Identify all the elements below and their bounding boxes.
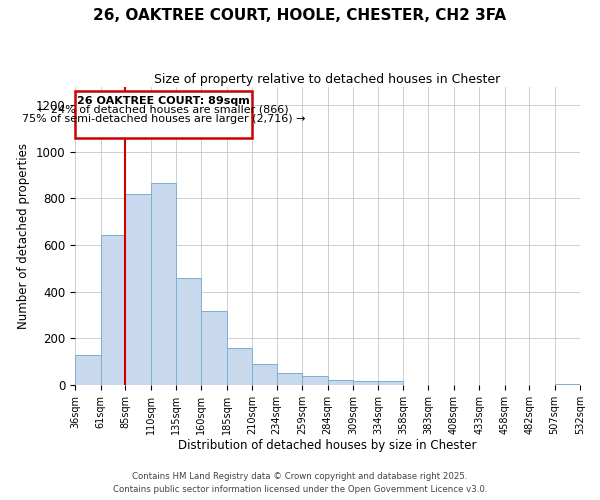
Bar bbox=[125, 194, 151, 385]
Text: 26 OAKTREE COURT: 89sqm: 26 OAKTREE COURT: 89sqm bbox=[77, 96, 250, 106]
Y-axis label: Number of detached properties: Number of detached properties bbox=[17, 143, 30, 329]
Bar bbox=[227, 348, 252, 385]
X-axis label: Distribution of detached houses by size in Chester: Distribution of detached houses by size … bbox=[178, 440, 477, 452]
Text: Contains HM Land Registry data © Crown copyright and database right 2025.
Contai: Contains HM Land Registry data © Crown c… bbox=[113, 472, 487, 494]
Bar bbox=[75, 354, 101, 385]
FancyBboxPatch shape bbox=[75, 92, 252, 138]
Bar bbox=[554, 384, 580, 385]
Bar bbox=[328, 380, 353, 385]
Bar bbox=[302, 376, 328, 385]
Bar bbox=[379, 382, 403, 385]
Text: ← 24% of detached houses are smaller (866): ← 24% of detached houses are smaller (86… bbox=[38, 105, 289, 115]
Bar bbox=[353, 382, 379, 385]
Text: 75% of semi-detached houses are larger (2,716) →: 75% of semi-detached houses are larger (… bbox=[22, 114, 305, 124]
Bar bbox=[252, 364, 277, 385]
Text: 26, OAKTREE COURT, HOOLE, CHESTER, CH2 3FA: 26, OAKTREE COURT, HOOLE, CHESTER, CH2 3… bbox=[94, 8, 506, 22]
Bar bbox=[151, 183, 176, 385]
Bar bbox=[277, 373, 302, 385]
Title: Size of property relative to detached houses in Chester: Size of property relative to detached ho… bbox=[154, 72, 501, 86]
Bar bbox=[176, 278, 202, 385]
Bar bbox=[202, 312, 227, 385]
Bar bbox=[101, 234, 125, 385]
